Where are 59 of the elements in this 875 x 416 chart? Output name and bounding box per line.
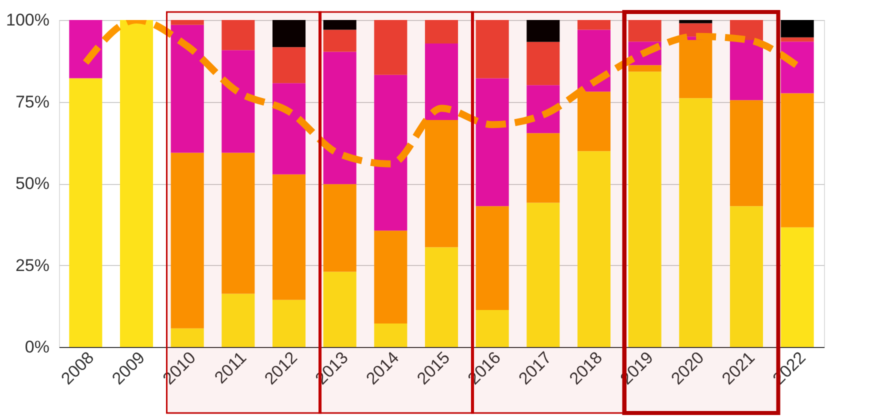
bar <box>323 30 356 52</box>
bar <box>476 206 509 310</box>
bar <box>323 272 356 347</box>
bar <box>780 37 814 42</box>
y-tick-label: 25% <box>15 256 50 275</box>
bar <box>323 52 356 184</box>
bar <box>577 151 611 347</box>
bar <box>323 20 356 30</box>
bar <box>679 20 712 24</box>
bar <box>222 20 255 50</box>
bar <box>730 40 764 100</box>
bar <box>272 174 306 300</box>
bar <box>374 74 408 231</box>
bar <box>424 44 458 120</box>
y-tick-label: 50% <box>15 174 50 193</box>
y-tick-label: 0% <box>24 338 50 356</box>
bar <box>272 47 306 84</box>
bar <box>577 30 611 92</box>
bar <box>222 294 255 347</box>
bar <box>170 152 204 328</box>
bar <box>272 83 306 174</box>
bar <box>780 20 814 38</box>
bar <box>323 184 356 272</box>
y-tick-label: 75% <box>15 92 50 112</box>
bar <box>730 206 764 347</box>
bar <box>272 20 306 48</box>
bar <box>170 24 204 153</box>
bar <box>780 42 814 94</box>
bar <box>374 20 408 75</box>
bar <box>780 93 814 228</box>
bar <box>222 50 255 153</box>
bar <box>577 20 611 30</box>
bar <box>577 92 611 152</box>
bar <box>424 247 458 347</box>
bar <box>679 98 712 347</box>
bar <box>628 65 662 72</box>
bar <box>120 20 154 347</box>
bar <box>628 20 662 42</box>
bar <box>526 202 560 347</box>
bar <box>476 20 509 78</box>
bar <box>272 300 306 347</box>
bar <box>526 133 560 203</box>
bar <box>628 72 662 347</box>
bar <box>69 20 102 78</box>
bar <box>170 328 204 347</box>
bar <box>476 310 509 347</box>
y-tick-label: 100% <box>6 10 50 30</box>
bar <box>476 78 509 206</box>
bar <box>780 227 814 347</box>
bar <box>374 230 408 324</box>
bar <box>526 20 560 42</box>
bar <box>69 78 102 347</box>
bar <box>424 20 458 44</box>
bar <box>222 152 255 294</box>
bar <box>170 20 204 25</box>
bar <box>730 100 764 206</box>
bar <box>374 323 408 347</box>
bar <box>679 40 712 98</box>
bar <box>526 42 560 86</box>
